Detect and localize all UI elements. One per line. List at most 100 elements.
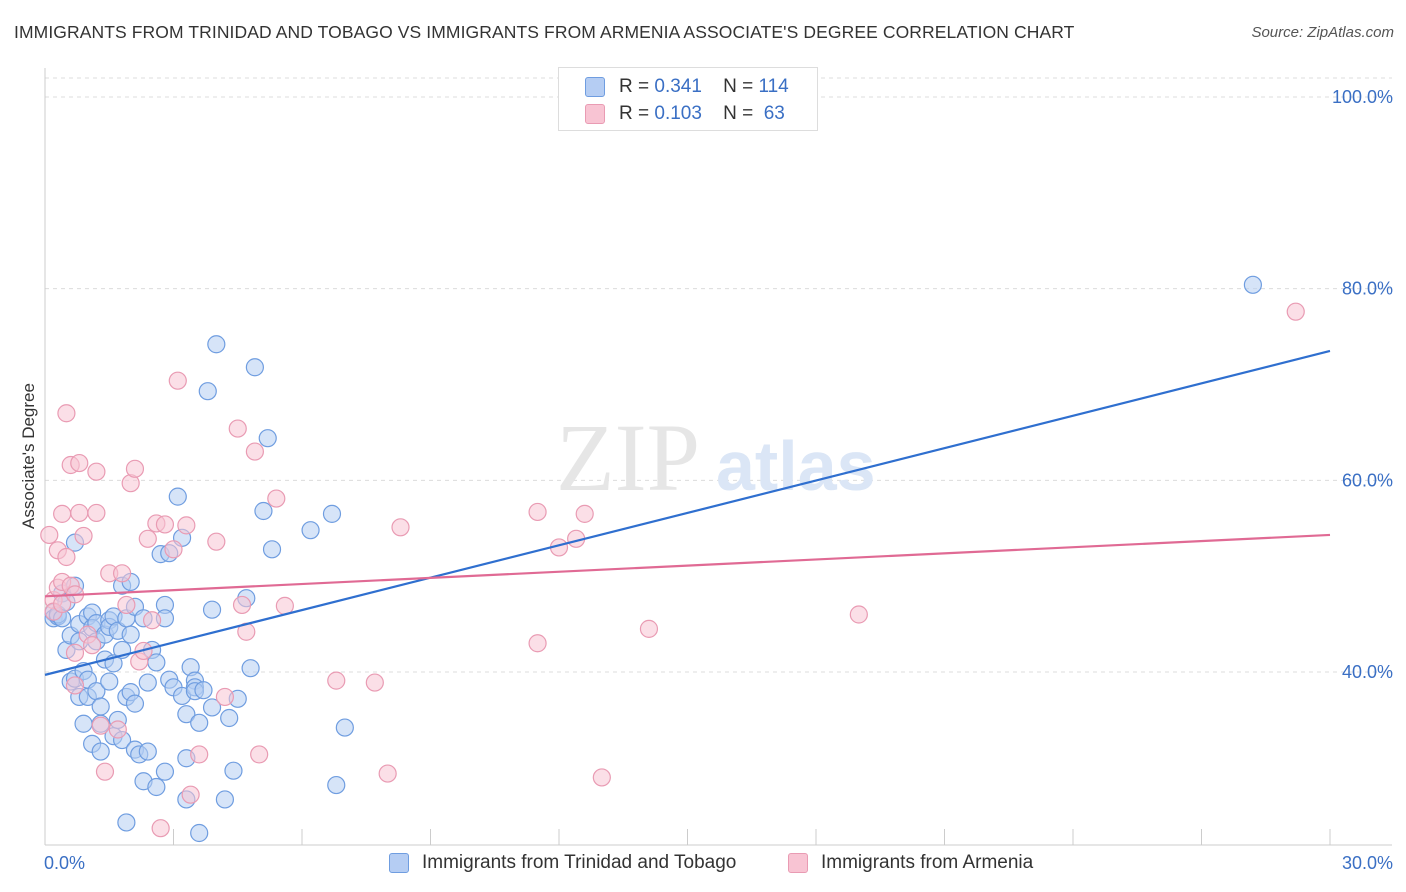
bottom-legend-label: Immigrants from Trinidad and Tobago bbox=[422, 852, 737, 873]
bottom-legend-label: Immigrants from Armenia bbox=[821, 852, 1034, 873]
trinidad-point bbox=[207, 335, 226, 354]
armenia-point bbox=[95, 762, 115, 781]
armenia-point bbox=[155, 515, 175, 534]
armenia-point bbox=[108, 720, 127, 739]
armenia-point bbox=[151, 819, 170, 838]
trinidad-point bbox=[100, 672, 119, 691]
y-tick-label: 40.0% bbox=[1342, 662, 1393, 682]
trinidad-point bbox=[121, 625, 140, 644]
trinidad-point bbox=[327, 775, 346, 795]
armenia-point bbox=[215, 687, 234, 707]
armenia-point bbox=[849, 605, 868, 624]
trinidad-point bbox=[245, 358, 264, 377]
y-tick-label: 100.0% bbox=[1332, 87, 1393, 107]
armenia-point bbox=[40, 525, 59, 545]
armenia-point bbox=[125, 459, 145, 478]
armenia-point bbox=[91, 716, 110, 735]
armenia-point bbox=[391, 518, 410, 537]
armenia-point bbox=[639, 619, 659, 638]
armenia-point bbox=[87, 462, 106, 481]
armenia-trend-line bbox=[44, 533, 1331, 598]
armenia-point bbox=[83, 636, 102, 655]
trend-lines bbox=[44, 349, 1331, 676]
trinidad-point bbox=[220, 708, 239, 728]
trinidad-point bbox=[168, 487, 187, 506]
legend-n-label: N = bbox=[723, 103, 754, 124]
armenia-point bbox=[327, 671, 346, 690]
trinidad-point bbox=[138, 673, 157, 692]
trinidad-point bbox=[262, 540, 282, 559]
trinidad-point bbox=[258, 429, 277, 448]
armenia-point bbox=[112, 564, 132, 583]
legend-n-value: 114 bbox=[758, 76, 789, 97]
armenia-point bbox=[87, 503, 106, 523]
armenia-point bbox=[365, 673, 384, 692]
armenia-point bbox=[378, 764, 397, 783]
armenia-point bbox=[190, 745, 209, 764]
trinidad-point bbox=[241, 659, 260, 678]
chart-title: IMMIGRANTS FROM TRINIDAD AND TOBAGO VS I… bbox=[14, 22, 1075, 42]
legend-r-label: R = bbox=[619, 76, 650, 97]
trinidad-trend-line bbox=[44, 349, 1331, 676]
x-tick-label-left: 0.0% bbox=[44, 853, 85, 873]
legend-n-value: 63 bbox=[763, 103, 785, 124]
legend-r-value: 0.341 bbox=[654, 76, 702, 97]
trinidad-point bbox=[335, 718, 354, 737]
trinidad-point bbox=[147, 777, 166, 797]
armenia-point bbox=[181, 785, 200, 804]
gridlines bbox=[45, 77, 1392, 673]
armenia-point bbox=[138, 529, 157, 548]
trinidad-point bbox=[1243, 275, 1263, 294]
trinidad-point bbox=[202, 698, 222, 717]
armenia-point bbox=[168, 371, 187, 390]
y-axis-label: Associate's Degree bbox=[19, 383, 38, 529]
watermark-atlas: atlas bbox=[716, 427, 876, 505]
trinidad-point bbox=[155, 762, 175, 781]
axes bbox=[44, 68, 1392, 846]
armenia-point bbox=[57, 404, 76, 423]
armenia-point bbox=[142, 611, 162, 630]
y-tick-label: 60.0% bbox=[1342, 470, 1393, 490]
bottom-legend-swatch-pink bbox=[788, 853, 808, 873]
armenia-point bbox=[1286, 302, 1305, 321]
armenia-point bbox=[65, 676, 85, 695]
source-credit: Source: ZipAtlas.com bbox=[1251, 24, 1394, 41]
trinidad-point bbox=[301, 521, 320, 540]
trinidad-point bbox=[198, 382, 217, 401]
legend-swatch-blue bbox=[585, 77, 605, 97]
trinidad-point bbox=[190, 713, 209, 732]
armenia-point bbox=[70, 453, 89, 473]
legend-swatch-pink bbox=[585, 104, 605, 124]
legend-r-label: R = bbox=[619, 103, 650, 124]
armenia-point bbox=[74, 526, 93, 546]
trinidad-point bbox=[215, 790, 234, 809]
trinidad-point bbox=[74, 714, 93, 733]
bottom-legend-swatch-blue bbox=[389, 853, 409, 873]
trinidad-point bbox=[91, 697, 110, 716]
trinidad-point bbox=[254, 501, 273, 521]
trinidad-point bbox=[190, 823, 209, 843]
trinidad-point bbox=[224, 761, 243, 780]
watermark-zip: ZIP bbox=[556, 404, 700, 511]
trinidad-point bbox=[177, 705, 196, 724]
trinidad-point bbox=[125, 694, 145, 713]
armenia-point bbox=[592, 768, 611, 787]
y-tick-label: 80.0% bbox=[1342, 279, 1393, 299]
data-points bbox=[40, 275, 1305, 843]
armenia-point bbox=[528, 634, 547, 653]
legend-n-label: N = bbox=[723, 76, 754, 97]
correlation-legend: R = 0.341 N = 114 R = 0.103 N = 63 bbox=[558, 67, 818, 131]
watermark: ZIP atlas bbox=[556, 404, 876, 511]
armenia-point bbox=[245, 442, 264, 461]
tick-labels: 100.0% 80.0% 60.0% 40.0% 0.0% 30.0% bbox=[44, 87, 1393, 873]
armenia-point bbox=[70, 503, 89, 523]
armenia-point bbox=[57, 547, 76, 567]
trinidad-point bbox=[202, 600, 222, 619]
x-tick-label-right: 30.0% bbox=[1342, 853, 1393, 873]
armenia-point bbox=[65, 643, 85, 662]
trinidad-point bbox=[138, 742, 157, 761]
armenia-point bbox=[267, 489, 286, 508]
legend-r-value: 0.103 bbox=[654, 103, 702, 124]
armenia-point bbox=[164, 540, 183, 559]
